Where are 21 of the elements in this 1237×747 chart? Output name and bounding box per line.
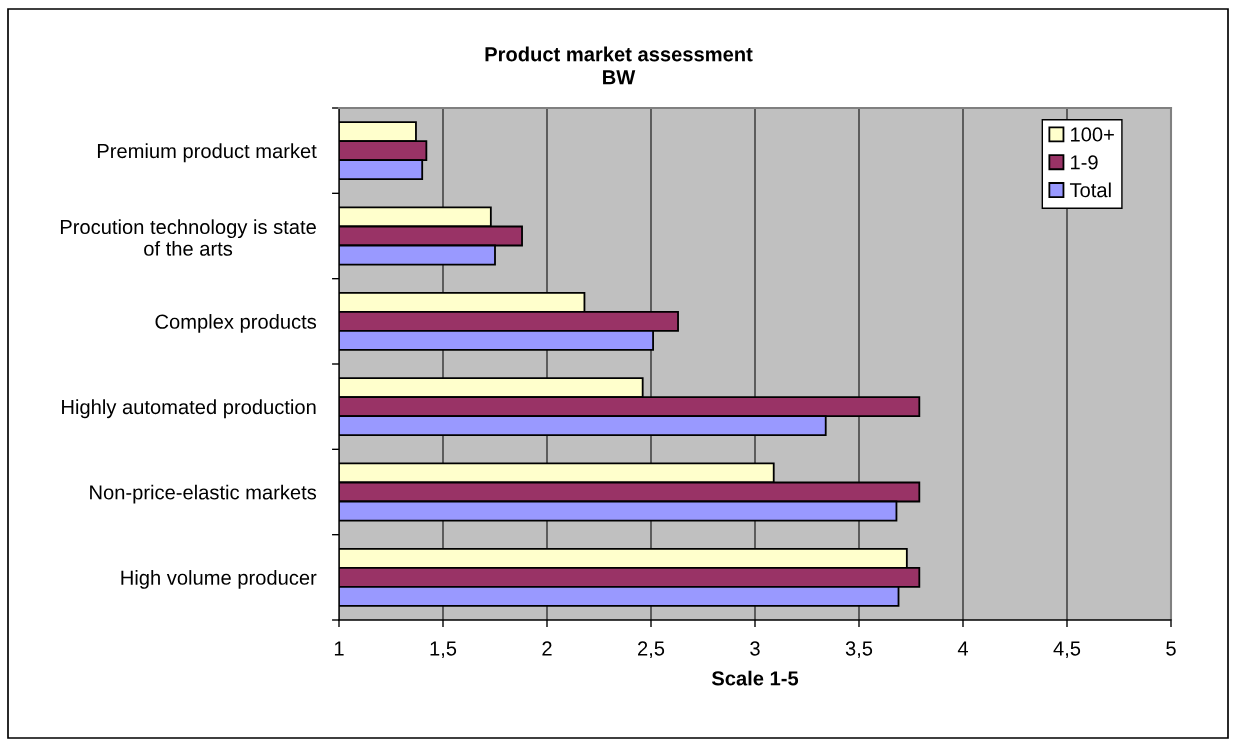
x-tick-label: 5 [1166, 641, 1176, 656]
legend-label: 1-9 [1071, 155, 1098, 170]
x-tick-label: 3 [750, 641, 760, 656]
chart-subtitle: BW [603, 70, 636, 85]
x-tick-label: 4,5 [1053, 641, 1081, 658]
x-axis-title: Scale 1-5 [711, 670, 799, 686]
x-tick-label: 2,5 [638, 641, 665, 658]
legend-label: 100+ [1071, 127, 1114, 142]
legend-label: Total [1069, 182, 1111, 198]
x-tick-label: 2 [542, 641, 552, 656]
y-tick-label: Non-price-elastic markets [90, 484, 317, 504]
y-tick-label: Complex products [155, 314, 317, 333]
y-tick-label: Highly automated production [62, 399, 316, 419]
x-tick-label: 3,5 [845, 641, 873, 658]
x-tick-label: 1,5 [430, 641, 457, 658]
x-tick-label: 1 [334, 641, 344, 656]
y-tick-label: Procution technology is state of the arts [60, 219, 316, 256]
y-tick-label: High volume producer [121, 570, 317, 589]
x-tick-label: 4 [957, 641, 969, 656]
y-tick-label: Premium product market [97, 143, 317, 163]
chart-title: Product market assessment [485, 46, 753, 62]
